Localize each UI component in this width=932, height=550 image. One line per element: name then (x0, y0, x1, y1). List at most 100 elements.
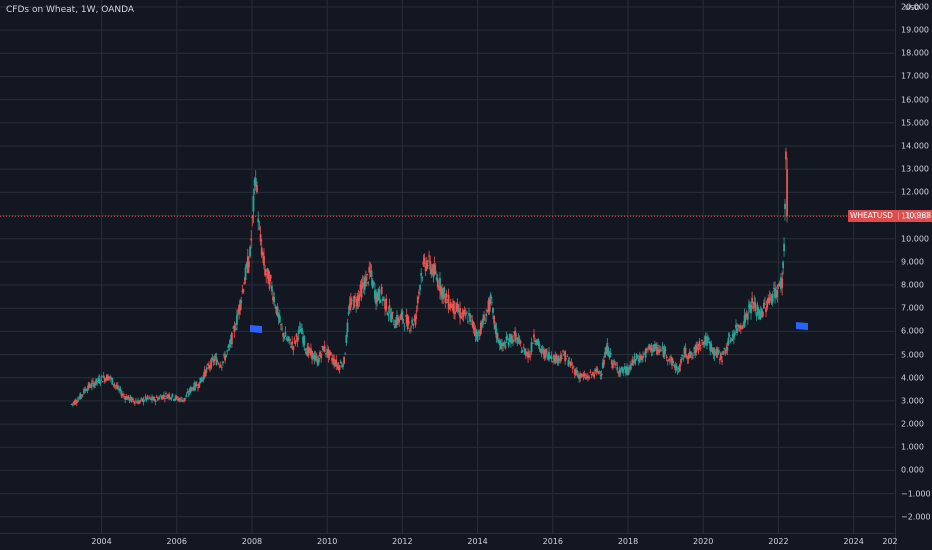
candle-body (407, 321, 410, 324)
candle-body (739, 327, 742, 330)
chart-area[interactable]: CFDs on Wheat, 1W, OANDA (0, 0, 895, 533)
candle-body (735, 325, 737, 329)
candle-body (706, 336, 708, 346)
candle-body (256, 184, 258, 193)
candle-body (782, 261, 785, 269)
candle-body (543, 350, 546, 359)
candle-body (99, 382, 102, 384)
candle-body (361, 282, 364, 287)
candle-body (284, 332, 287, 337)
candle-body (148, 396, 151, 398)
candle-body (689, 351, 692, 355)
candle-body (786, 169, 788, 217)
candle-body (184, 397, 187, 399)
candle-body (702, 341, 705, 345)
candle-body (398, 319, 401, 323)
candle-body (704, 336, 707, 344)
candle-body (577, 374, 579, 378)
candle-body (716, 350, 719, 354)
candle-body (469, 313, 471, 322)
candle-body (511, 336, 513, 343)
flag-icon[interactable] (249, 324, 263, 334)
candle-body (383, 297, 385, 299)
candle-body (208, 365, 210, 369)
candle-body (707, 337, 709, 341)
candle-body (434, 270, 437, 273)
candle-body (777, 284, 780, 287)
candle-body (631, 359, 634, 365)
candle-body (428, 255, 430, 257)
candle-body (573, 369, 576, 375)
candle-body (100, 375, 103, 378)
candle-body (304, 348, 307, 351)
candle-body (425, 260, 428, 269)
candle-body (744, 313, 747, 317)
candle-body (311, 350, 314, 360)
candle-body (663, 347, 666, 357)
candle-body (568, 361, 571, 365)
last-price-tag: WHEATUSD 10.968 (848, 210, 932, 223)
time-axis[interactable] (0, 533, 895, 550)
candle-body (776, 290, 779, 298)
candle-body (419, 285, 421, 290)
candle-body (159, 395, 162, 397)
candle-body (289, 338, 291, 342)
candle-body (709, 342, 712, 351)
candle-body (584, 377, 587, 379)
candle-body (516, 338, 519, 344)
candle-body (113, 384, 116, 386)
candle-body (350, 299, 353, 301)
price-chart[interactable] (0, 0, 895, 533)
price-tick-label: 2.000 (901, 419, 924, 429)
candle-body (676, 371, 679, 373)
candle-body (150, 398, 152, 400)
candle-body (483, 315, 485, 321)
candle-body (757, 309, 760, 315)
candle-body (618, 369, 621, 374)
candle-body (623, 366, 626, 370)
candle-body (261, 252, 264, 256)
candle-body (455, 302, 458, 312)
candle-body (274, 306, 277, 308)
candle-body (446, 302, 449, 303)
candle-body (540, 348, 543, 354)
candle-body (439, 277, 441, 292)
candle-body (462, 310, 465, 317)
candle-body (610, 360, 613, 365)
candle-body (721, 360, 723, 362)
candle-body (396, 314, 398, 325)
candle-body (424, 265, 427, 272)
candle-body (399, 315, 402, 320)
candle-body (643, 354, 646, 355)
candle-body (626, 366, 628, 375)
candle-body (595, 369, 598, 372)
time-tick-label: 2004 (91, 537, 112, 546)
candle-body (240, 300, 243, 304)
candle-body (93, 383, 95, 388)
candle-body (682, 358, 685, 360)
candle-body (81, 394, 84, 396)
candle-body (732, 333, 735, 340)
candle-body (96, 380, 99, 383)
candle-body (698, 341, 701, 347)
candle-body (429, 261, 432, 270)
candle-body (333, 358, 336, 365)
candle-body (609, 352, 612, 355)
candle-body (506, 338, 509, 340)
candle-body (190, 387, 193, 390)
time-tick-label: 202 (882, 537, 898, 546)
candle-body (310, 348, 312, 355)
candle-body (167, 394, 170, 397)
candle-body (583, 373, 586, 376)
candle-body (260, 247, 263, 256)
candle-body (493, 315, 496, 324)
candle-body (118, 388, 120, 391)
candle-body (320, 354, 323, 359)
price-axis[interactable] (895, 0, 932, 550)
candle-body (601, 362, 604, 369)
price-tick-label: 0.000 (901, 465, 924, 475)
flag-icon[interactable] (795, 321, 809, 331)
candle-body (197, 387, 199, 389)
candle-body (308, 349, 311, 353)
candle-body (251, 215, 254, 219)
